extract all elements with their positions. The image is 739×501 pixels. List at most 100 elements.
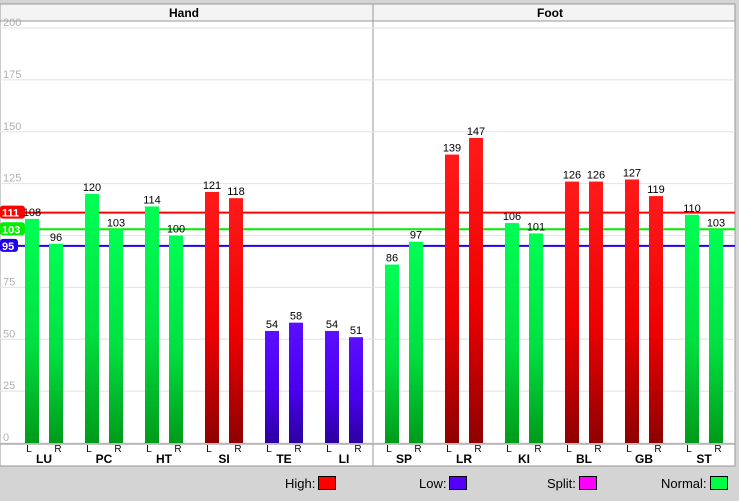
side-label-LU-L: L xyxy=(26,444,32,455)
side-label-GB-R: R xyxy=(654,444,661,455)
bar-HT-L xyxy=(145,206,159,443)
group-label-HT: HT xyxy=(156,452,173,466)
y-tick-label-200: 200 xyxy=(3,17,21,29)
value-label-GB-R: 119 xyxy=(647,184,665,196)
legend-low-swatch xyxy=(449,476,468,490)
bar-SP-R xyxy=(409,241,423,443)
side-label-BL-R: R xyxy=(594,444,601,455)
y-tick-label-175: 175 xyxy=(3,69,21,81)
bar-PC-R xyxy=(109,229,123,443)
panel-header-bar xyxy=(0,3,736,22)
side-label-ST-R: R xyxy=(714,444,721,455)
side-label-HT-R: R xyxy=(174,444,181,455)
y-tick-label-25: 25 xyxy=(3,380,15,392)
legend-low: Low: xyxy=(419,473,468,493)
bar-GB-L xyxy=(625,179,639,443)
side-label-LI-L: L xyxy=(326,444,332,455)
legend-split-swatch xyxy=(578,476,597,490)
legend-normal: Normal: xyxy=(661,473,728,493)
ref-label-low: 95 xyxy=(2,241,14,253)
panel-title-foot: Foot xyxy=(537,6,563,20)
side-label-GB-L: L xyxy=(626,444,632,455)
side-label-KI-R: R xyxy=(534,444,541,455)
bar-LI-L xyxy=(325,330,339,443)
bar-SP-L xyxy=(385,264,399,443)
value-label-LR-R: 147 xyxy=(467,126,485,138)
legend-high-swatch xyxy=(318,476,337,490)
bar-BL-L xyxy=(565,181,579,444)
side-label-LR-R: R xyxy=(474,444,481,455)
side-label-BL-L: L xyxy=(566,444,572,455)
group-label-KI: KI xyxy=(518,452,530,466)
bar-SI-L xyxy=(205,191,219,443)
value-label-PC-R: 103 xyxy=(107,217,125,229)
side-label-SP-R: R xyxy=(414,444,421,455)
legend-split-label: Split: xyxy=(547,475,576,491)
value-label-LI-L: 54 xyxy=(326,319,338,331)
ref-badge-low xyxy=(0,238,18,252)
bar-LR-R xyxy=(469,137,483,443)
group-label-LR: LR xyxy=(456,452,472,466)
y-tick-label-150: 150 xyxy=(3,121,21,133)
y-tick-label-125: 125 xyxy=(3,173,21,185)
value-label-LU-L: 108 xyxy=(23,207,41,219)
group-label-LU: LU xyxy=(36,452,52,466)
group-label-LI: LI xyxy=(339,452,350,466)
value-label-SI-R: 118 xyxy=(227,186,245,198)
side-label-ST-L: L xyxy=(686,444,692,455)
group-label-GB: GB xyxy=(635,452,653,466)
value-label-HT-L: 114 xyxy=(143,194,161,206)
bar-PC-L xyxy=(85,194,99,443)
legend-high: High: xyxy=(285,473,337,493)
legend-low-label: Low: xyxy=(419,475,447,491)
side-label-SI-L: L xyxy=(206,444,212,455)
bar-HT-R xyxy=(169,235,183,443)
value-label-TE-L: 54 xyxy=(266,319,278,331)
side-label-LI-R: R xyxy=(354,444,361,455)
legend-normal-label: Normal: xyxy=(661,475,707,491)
group-label-BL: BL xyxy=(576,452,592,466)
group-label-SI: SI xyxy=(218,452,229,466)
value-label-SP-R: 97 xyxy=(410,230,422,242)
value-label-ST-R: 103 xyxy=(707,217,725,229)
bar-ST-L xyxy=(685,214,699,443)
group-label-TE: TE xyxy=(276,452,291,466)
side-label-LU-R: R xyxy=(54,444,61,455)
value-label-TE-R: 58 xyxy=(290,311,302,323)
value-label-BL-R: 126 xyxy=(587,170,605,182)
side-label-LR-L: L xyxy=(446,444,452,455)
value-label-PC-L: 120 xyxy=(83,182,101,194)
bar-BL-R xyxy=(589,181,603,444)
panel-title-hand: Hand xyxy=(169,6,199,20)
legend-split: Split: xyxy=(547,473,597,493)
ref-label-high: 111 xyxy=(2,208,19,220)
bar-TE-R xyxy=(289,322,303,443)
value-label-GB-L: 127 xyxy=(623,167,641,179)
value-label-LU-R: 96 xyxy=(50,232,62,244)
bar-LI-R xyxy=(349,337,363,443)
bar-KI-R xyxy=(529,233,543,443)
value-label-SP-L: 86 xyxy=(386,253,398,265)
side-label-SP-L: L xyxy=(386,444,392,455)
bar-LU-R xyxy=(49,243,63,443)
ref-label-normal: 103 xyxy=(2,224,20,236)
value-label-KI-R: 101 xyxy=(527,221,545,233)
value-label-HT-R: 100 xyxy=(167,224,185,236)
group-label-PC: PC xyxy=(96,452,113,466)
group-label-SP: SP xyxy=(396,452,412,466)
y-tick-label-50: 50 xyxy=(3,328,15,340)
bar-TE-L xyxy=(265,330,279,443)
value-label-LI-R: 51 xyxy=(350,325,362,337)
side-label-TE-R: R xyxy=(294,444,301,455)
bar-LR-L xyxy=(445,154,459,443)
value-label-SI-L: 121 xyxy=(203,180,221,192)
side-label-TE-L: L xyxy=(266,444,272,455)
bar-GB-R xyxy=(649,196,663,443)
side-label-KI-L: L xyxy=(506,444,512,455)
value-label-ST-L: 110 xyxy=(683,203,701,215)
value-label-KI-L: 106 xyxy=(503,211,521,223)
value-label-BL-L: 126 xyxy=(563,170,581,182)
bar-LU-L xyxy=(25,218,39,443)
side-label-HT-L: L xyxy=(146,444,152,455)
